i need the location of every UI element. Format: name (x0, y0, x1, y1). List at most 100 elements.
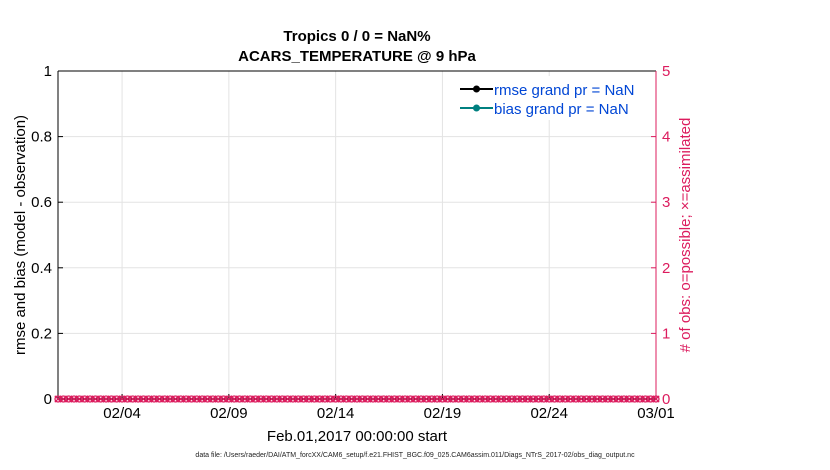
obs-possible-marker (518, 395, 527, 403)
obs-possible-marker (364, 395, 372, 403)
obs-possible-marker (209, 395, 217, 403)
x-tick-label: 03/01 (637, 405, 675, 422)
x-axis-label: Feb.01,2017 00:00:00 start (267, 428, 448, 445)
y-left-tick-label: 1 (44, 63, 52, 80)
y-right-tick-label: 4 (662, 129, 670, 146)
obs-possible-marker (593, 395, 601, 403)
obs-assimilated-marker (353, 395, 361, 403)
y-right-tick-label: 5 (662, 63, 670, 80)
obs-possible-marker (129, 395, 137, 403)
obs-assimilated-marker (348, 395, 356, 403)
obs-possible-marker (251, 395, 260, 403)
obs-assimilated-marker (230, 395, 238, 403)
obs-possible-marker (502, 395, 511, 403)
obs-possible-marker (614, 395, 623, 403)
obs-assimilated-marker (380, 395, 388, 403)
obs-assimilated-marker (315, 395, 324, 403)
obs-possible-marker (177, 395, 185, 403)
obs-assimilated-marker (246, 395, 254, 403)
obs-possible-marker (374, 395, 383, 403)
obs-assimilated-marker (193, 395, 201, 403)
obs-possible-marker (385, 395, 393, 403)
obs-assimilated-marker (481, 395, 489, 403)
obs-possible-marker (198, 395, 206, 403)
obs-assimilated-marker (81, 395, 89, 403)
obs-possible-marker (230, 395, 238, 403)
obs-assimilated-marker (550, 395, 559, 403)
obs-assimilated-marker (337, 395, 345, 403)
obs-possible-marker (107, 395, 116, 403)
obs-possible-marker (598, 395, 607, 403)
obs-assimilated-marker (486, 395, 495, 403)
obs-possible-marker (225, 395, 233, 403)
obs-possible-marker (609, 395, 617, 403)
obs-possible-marker (556, 395, 564, 403)
obs-possible-marker (465, 395, 473, 403)
obs-possible-marker (636, 395, 644, 403)
obs-possible-marker (65, 395, 73, 403)
obs-possible-marker (497, 395, 505, 403)
obs-assimilated-marker (305, 395, 313, 403)
obs-assimilated-marker (364, 395, 372, 403)
obs-possible-marker (150, 395, 158, 403)
obs-assimilated-marker (310, 395, 318, 403)
obs-count-marks (54, 395, 660, 403)
obs-possible-marker (604, 395, 612, 403)
obs-possible-marker (524, 395, 532, 403)
obs-assimilated-marker (187, 395, 196, 403)
obs-assimilated-marker (465, 395, 473, 403)
obs-assimilated-marker (369, 395, 377, 403)
obs-possible-marker (588, 395, 596, 403)
obs-assimilated-marker (177, 395, 185, 403)
obs-assimilated-marker (91, 395, 100, 403)
obs-assimilated-marker (59, 395, 67, 403)
obs-assimilated-marker (113, 395, 121, 403)
obs-assimilated-marker (641, 395, 649, 403)
obs-possible-marker (102, 395, 110, 403)
x-tick-label: 02/09 (210, 405, 248, 422)
obs-assimilated-marker (241, 395, 249, 403)
y-left-tick-label: 0.6 (31, 194, 52, 211)
obs-assimilated-marker (390, 395, 399, 403)
y-axis-left-label: rmse and bias (model - observation) (12, 115, 29, 355)
obs-possible-marker (460, 395, 468, 403)
obs-possible-marker (561, 395, 569, 403)
obs-possible-marker (540, 395, 548, 403)
obs-assimilated-marker (358, 395, 366, 403)
obs-possible-marker (470, 395, 479, 403)
obs-assimilated-marker (161, 395, 169, 403)
x-tick-label: 02/04 (103, 405, 141, 422)
obs-assimilated-marker (129, 395, 137, 403)
obs-assimilated-marker (289, 395, 297, 403)
obs-assimilated-marker (582, 395, 591, 403)
obs-possible-marker (625, 395, 633, 403)
obs-assimilated-marker (396, 395, 404, 403)
obs-possible-marker (630, 395, 639, 403)
data-file-footer: data file: /Users/raeder/DAI/ATM_forcXX/… (195, 452, 635, 459)
obs-possible-marker (113, 395, 121, 403)
obs-assimilated-marker (123, 395, 132, 403)
obs-possible-marker (422, 395, 431, 403)
obs-possible-marker (406, 395, 415, 403)
obs-assimilated-marker (374, 395, 383, 403)
obs-assimilated-marker (470, 395, 479, 403)
obs-assimilated-marker (70, 395, 78, 403)
obs-possible-marker (166, 395, 174, 403)
obs-assimilated-marker (497, 395, 505, 403)
obs-assimilated-marker (588, 395, 596, 403)
x-tick-label: 02/24 (530, 405, 568, 422)
obs-possible-marker (550, 395, 559, 403)
obs-possible-marker (235, 395, 244, 403)
obs-possible-marker (534, 395, 543, 403)
obs-possible-marker (246, 395, 254, 403)
obs-possible-marker (492, 395, 500, 403)
obs-assimilated-marker (438, 395, 447, 403)
obs-possible-marker (305, 395, 313, 403)
obs-assimilated-marker (107, 395, 116, 403)
obs-possible-marker (545, 395, 553, 403)
obs-possible-marker (428, 395, 436, 403)
obs-assimilated-marker (257, 395, 265, 403)
legend-rmse-label: rmse grand pr = NaN (494, 82, 634, 99)
grid-lines (58, 71, 657, 399)
